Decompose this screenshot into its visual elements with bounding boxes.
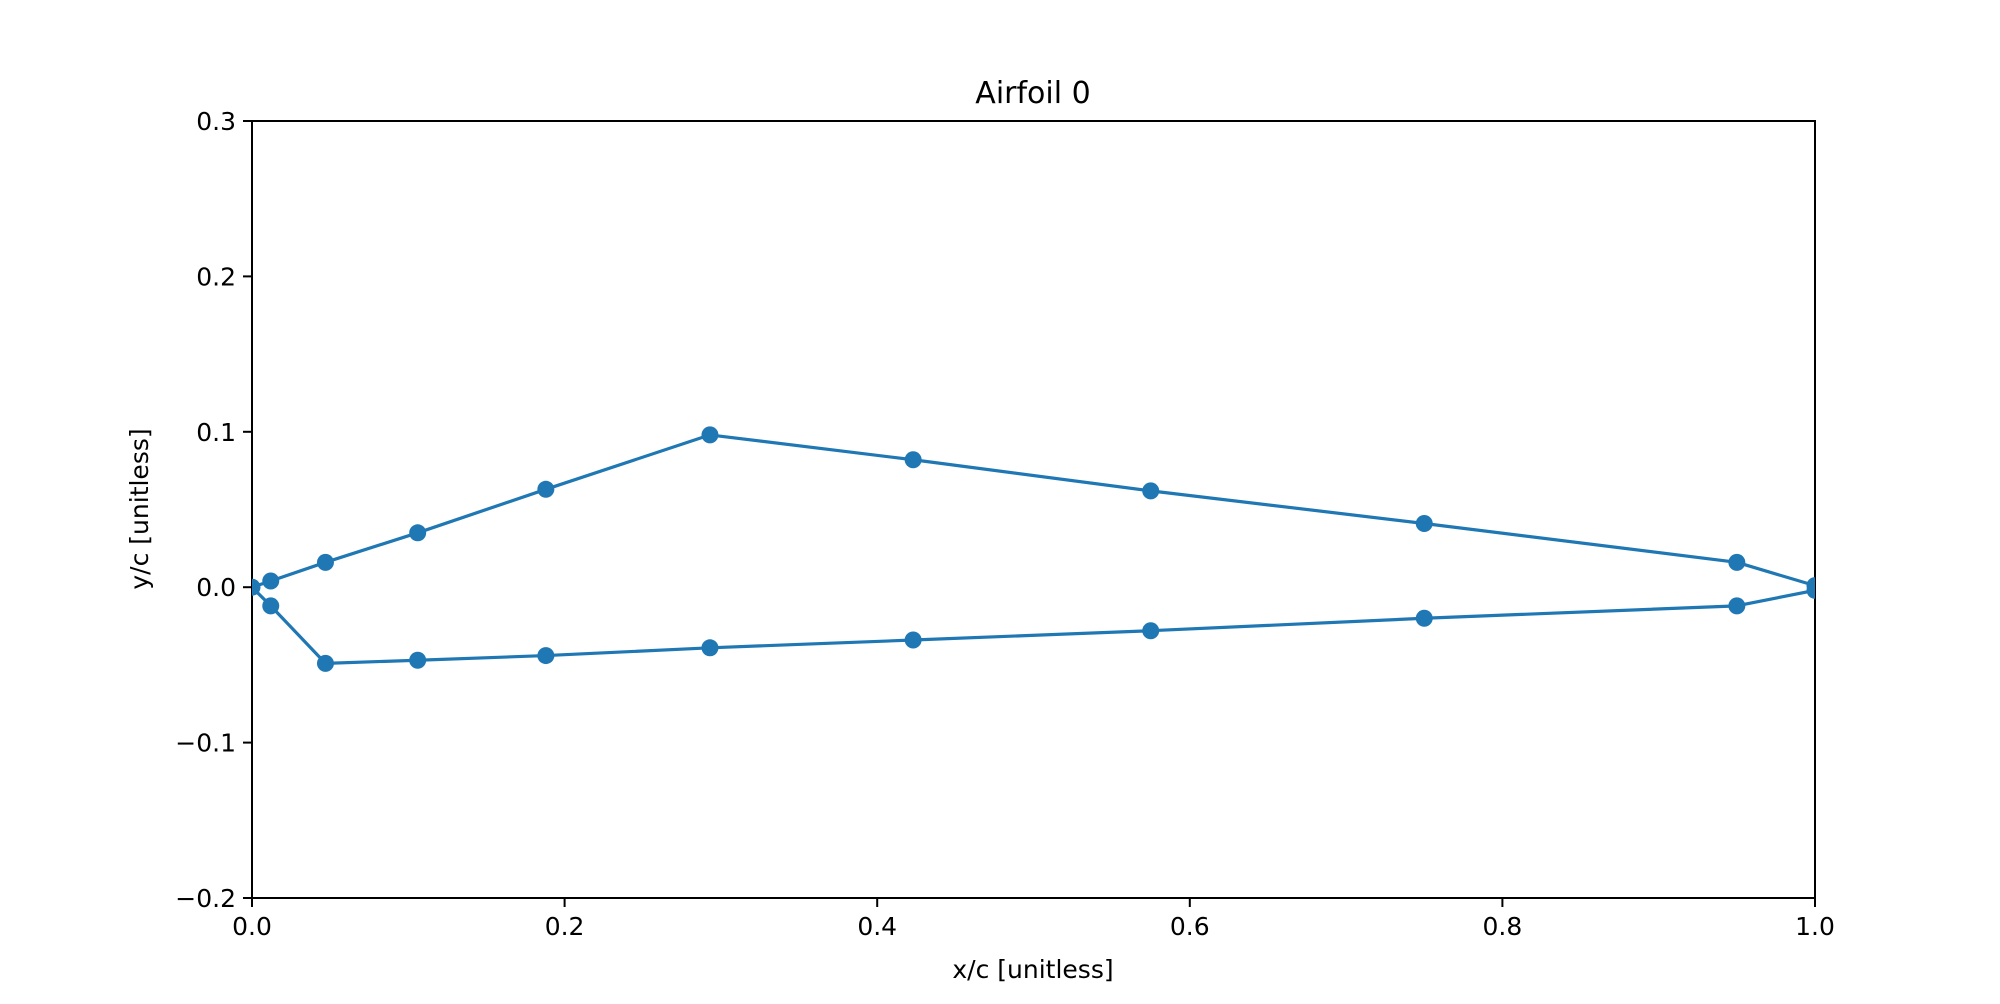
data-point-marker bbox=[1415, 514, 1433, 532]
y-tick-label: 0.2 bbox=[196, 262, 236, 291]
y-axis-ticks: −0.2 −0.1 0.0 0.1 0.2 0.3 bbox=[175, 107, 252, 913]
data-point-marker bbox=[537, 480, 555, 498]
x-tick-label: 0.4 bbox=[857, 912, 897, 941]
series-layer bbox=[252, 426, 1815, 672]
data-point-marker bbox=[1142, 482, 1160, 500]
x-tick-label: 1.0 bbox=[1795, 912, 1835, 941]
x-tick-label: 0.2 bbox=[545, 912, 585, 941]
data-point-marker bbox=[1415, 609, 1433, 627]
y-tick-label: 0.0 bbox=[196, 573, 236, 602]
data-point-marker bbox=[904, 451, 922, 469]
y-tick-label: −0.1 bbox=[175, 729, 236, 758]
y-tick-label: −0.2 bbox=[175, 884, 236, 913]
y-tick-label: 0.3 bbox=[196, 107, 236, 136]
x-tick-label: 0.8 bbox=[1483, 912, 1523, 941]
y-tick-label: 0.1 bbox=[196, 418, 236, 447]
data-point-marker bbox=[1806, 581, 1815, 599]
y-axis-label: y/c [unitless] bbox=[125, 428, 154, 589]
data-point-marker bbox=[316, 654, 334, 672]
data-point-marker bbox=[252, 578, 261, 596]
chart-title: Airfoil 0 bbox=[975, 76, 1090, 111]
data-point-marker bbox=[537, 647, 555, 665]
data-point-marker bbox=[1728, 597, 1746, 615]
data-point-marker bbox=[409, 524, 427, 542]
plot-area-frame bbox=[251, 120, 1816, 899]
data-point-marker bbox=[904, 631, 922, 649]
data-point-marker bbox=[262, 572, 280, 590]
data-point-marker bbox=[1728, 553, 1746, 571]
data-point-marker bbox=[316, 553, 334, 571]
x-axis-ticks: 0.0 0.2 0.4 0.6 0.8 1.0 bbox=[232, 898, 1835, 941]
data-point-marker bbox=[1142, 622, 1160, 640]
x-axis-label: x/c [unitless] bbox=[952, 955, 1113, 984]
data-point-marker bbox=[701, 426, 719, 444]
x-tick-label: 0.6 bbox=[1170, 912, 1210, 941]
x-tick-label: 0.0 bbox=[232, 912, 272, 941]
data-point-marker bbox=[262, 597, 280, 615]
data-point-marker bbox=[409, 651, 427, 669]
data-point-marker bbox=[701, 639, 719, 657]
airfoil-outline-line bbox=[252, 433, 1815, 665]
